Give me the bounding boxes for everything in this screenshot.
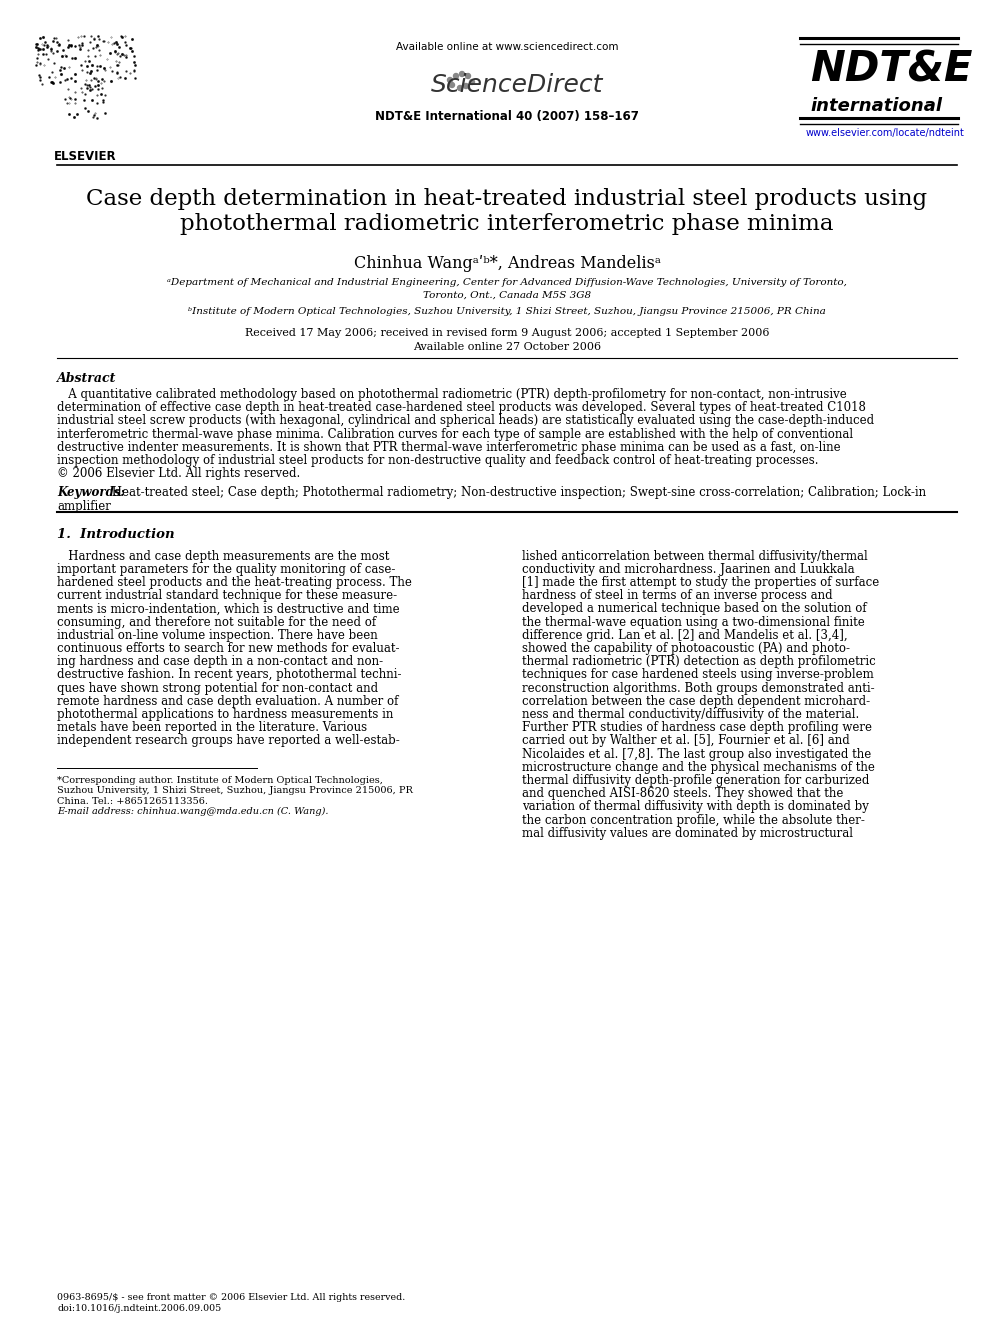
Circle shape — [469, 79, 474, 85]
Circle shape — [457, 86, 462, 90]
Text: and quenched AISI-8620 steels. They showed that the: and quenched AISI-8620 steels. They show… — [522, 787, 843, 800]
Text: conductivity and microhardness. Jaarinen and Luukkala: conductivity and microhardness. Jaarinen… — [522, 562, 855, 576]
Text: Available online 27 October 2006: Available online 27 October 2006 — [413, 343, 601, 352]
Text: showed the capability of photoacoustic (PA) and photo-: showed the capability of photoacoustic (… — [522, 642, 850, 655]
Text: destructive fashion. In recent years, photothermal techni-: destructive fashion. In recent years, ph… — [57, 668, 402, 681]
Text: Received 17 May 2006; received in revised form 9 August 2006; accepted 1 Septemb: Received 17 May 2006; received in revise… — [245, 328, 769, 337]
Text: current industrial standard technique for these measure-: current industrial standard technique fo… — [57, 589, 397, 602]
Text: consuming, and therefore not suitable for the need of: consuming, and therefore not suitable fo… — [57, 615, 376, 628]
Text: industrial on-line volume inspection. There have been: industrial on-line volume inspection. Th… — [57, 628, 378, 642]
Text: techniques for case hardened steels using inverse-problem: techniques for case hardened steels usin… — [522, 668, 874, 681]
Text: continuous efforts to search for new methods for evaluat-: continuous efforts to search for new met… — [57, 642, 400, 655]
Text: independent research groups have reported a well-estab-: independent research groups have reporte… — [57, 734, 400, 747]
Text: NDT&E: NDT&E — [810, 48, 972, 90]
Text: the carbon concentration profile, while the absolute ther-: the carbon concentration profile, while … — [522, 814, 865, 827]
Text: Toronto, Ont., Canada M5S 3G8: Toronto, Ont., Canada M5S 3G8 — [423, 291, 591, 300]
Text: thermal radiometric (PTR) detection as depth profilometric: thermal radiometric (PTR) detection as d… — [522, 655, 876, 668]
Text: hardened steel products and the heat-treating process. The: hardened steel products and the heat-tre… — [57, 576, 412, 589]
Text: Keywords:: Keywords: — [57, 487, 125, 499]
Text: industrial steel screw products (with hexagonal, cylindrical and spherical heads: industrial steel screw products (with he… — [57, 414, 874, 427]
Text: [1] made the first attempt to study the properties of surface: [1] made the first attempt to study the … — [522, 576, 879, 589]
Text: Abstract: Abstract — [57, 372, 116, 385]
Text: difference grid. Lan et al. [2] and Mandelis et al. [3,4],: difference grid. Lan et al. [2] and Mand… — [522, 628, 847, 642]
Text: correlation between the case depth dependent microhard-: correlation between the case depth depen… — [522, 695, 870, 708]
Text: E-mail address: chinhua.wang@mda.edu.cn (C. Wang).: E-mail address: chinhua.wang@mda.edu.cn … — [57, 807, 328, 816]
Text: destructive indenter measurements. It is shown that PTR thermal-wave interferome: destructive indenter measurements. It is… — [57, 441, 840, 454]
Text: NDT&E International 40 (2007) 158–167: NDT&E International 40 (2007) 158–167 — [375, 110, 639, 123]
Text: amplifier: amplifier — [57, 500, 111, 512]
Text: ness and thermal conductivity/diffusivity of the material.: ness and thermal conductivity/diffusivit… — [522, 708, 859, 721]
Circle shape — [463, 83, 468, 89]
Text: metals have been reported in the literature. Various: metals have been reported in the literat… — [57, 721, 367, 734]
Circle shape — [465, 74, 470, 78]
Text: Heat-treated steel; Case depth; Photothermal radiometry; Non-destructive inspect: Heat-treated steel; Case depth; Photothe… — [108, 487, 927, 499]
Text: photothermal radiometric interferometric phase minima: photothermal radiometric interferometric… — [181, 213, 833, 235]
Text: remote hardness and case depth evaluation. A number of: remote hardness and case depth evaluatio… — [57, 695, 399, 708]
Text: hardness of steel in terms of an inverse process and: hardness of steel in terms of an inverse… — [522, 589, 832, 602]
Text: photothermal applications to hardness measurements in: photothermal applications to hardness me… — [57, 708, 394, 721]
Text: international: international — [810, 97, 942, 115]
Text: ᵃDepartment of Mechanical and Industrial Engineering, Center for Advanced Diffus: ᵃDepartment of Mechanical and Industrial… — [167, 278, 847, 287]
Text: © 2006 Elsevier Ltd. All rights reserved.: © 2006 Elsevier Ltd. All rights reserved… — [57, 467, 301, 480]
Text: the thermal-wave equation using a two-dimensional finite: the thermal-wave equation using a two-di… — [522, 615, 865, 628]
Text: www.elsevier.com/locate/ndteint: www.elsevier.com/locate/ndteint — [806, 128, 964, 138]
Text: thermal diffusivity depth-profile generation for carburized: thermal diffusivity depth-profile genera… — [522, 774, 869, 787]
Text: 1.  Introduction: 1. Introduction — [57, 528, 175, 541]
Text: ScienceDirect: ScienceDirect — [431, 73, 603, 97]
Text: mal diffusivity values are dominated by microstructural: mal diffusivity values are dominated by … — [522, 827, 853, 840]
Text: interferometric thermal-wave phase minima. Calibration curves for each type of s: interferometric thermal-wave phase minim… — [57, 427, 853, 441]
Text: important parameters for the quality monitoring of case-: important parameters for the quality mon… — [57, 562, 396, 576]
Text: Further PTR studies of hardness case depth profiling were: Further PTR studies of hardness case dep… — [522, 721, 872, 734]
Circle shape — [453, 74, 458, 78]
Text: Nicolaides et al. [7,8]. The last group also investigated the: Nicolaides et al. [7,8]. The last group … — [522, 747, 871, 761]
Text: doi:10.1016/j.ndteint.2006.09.005: doi:10.1016/j.ndteint.2006.09.005 — [57, 1304, 221, 1312]
Text: inspection methodology of industrial steel products for non-destructive quality : inspection methodology of industrial ste… — [57, 454, 818, 467]
Text: developed a numerical technique based on the solution of: developed a numerical technique based on… — [522, 602, 867, 615]
Text: lished anticorrelation between thermal diffusivity/thermal: lished anticorrelation between thermal d… — [522, 549, 868, 562]
Text: A quantitative calibrated methodology based on photothermal radiometric (PTR) de: A quantitative calibrated methodology ba… — [57, 388, 847, 401]
Text: *Corresponding author. Institute of Modern Optical Technologies,: *Corresponding author. Institute of Mode… — [57, 775, 383, 785]
Text: reconstruction algorithms. Both groups demonstrated anti-: reconstruction algorithms. Both groups d… — [522, 681, 875, 695]
Text: Suzhou University, 1 Shizi Street, Suzhou, Jiangsu Province 215006, PR: Suzhou University, 1 Shizi Street, Suzho… — [57, 786, 413, 795]
Text: Hardness and case depth measurements are the most: Hardness and case depth measurements are… — [57, 549, 390, 562]
Circle shape — [449, 82, 454, 87]
Text: Available online at www.sciencedirect.com: Available online at www.sciencedirect.co… — [396, 42, 618, 52]
Text: variation of thermal diffusivity with depth is dominated by: variation of thermal diffusivity with de… — [522, 800, 869, 814]
Text: ments is micro-indentation, which is destructive and time: ments is micro-indentation, which is des… — [57, 602, 400, 615]
Text: ing hardness and case depth in a non-contact and non-: ing hardness and case depth in a non-con… — [57, 655, 383, 668]
Text: carried out by Walther et al. [5], Fournier et al. [6] and: carried out by Walther et al. [5], Fourn… — [522, 734, 850, 747]
Text: Chinhua Wangᵃʹᵇ*, Andreas Mandelisᵃ: Chinhua Wangᵃʹᵇ*, Andreas Mandelisᵃ — [353, 255, 661, 273]
Text: ELSEVIER: ELSEVIER — [54, 149, 116, 163]
Circle shape — [459, 71, 464, 77]
Text: determination of effective case depth in heat-treated case-hardened steel produc: determination of effective case depth in… — [57, 401, 866, 414]
Text: China. Tel.: +8651265113356.: China. Tel.: +8651265113356. — [57, 796, 208, 806]
Text: ques have shown strong potential for non-contact and: ques have shown strong potential for non… — [57, 681, 378, 695]
Circle shape — [447, 78, 452, 82]
Text: 0963-8695/$ - see front matter © 2006 Elsevier Ltd. All rights reserved.: 0963-8695/$ - see front matter © 2006 El… — [57, 1293, 406, 1302]
Text: Case depth determination in heat-treated industrial steel products using: Case depth determination in heat-treated… — [86, 188, 928, 210]
Text: ᵇInstitute of Modern Optical Technologies, Suzhou University, 1 Shizi Street, Su: ᵇInstitute of Modern Optical Technologie… — [188, 307, 826, 316]
Text: microstructure change and the physical mechanisms of the: microstructure change and the physical m… — [522, 761, 875, 774]
